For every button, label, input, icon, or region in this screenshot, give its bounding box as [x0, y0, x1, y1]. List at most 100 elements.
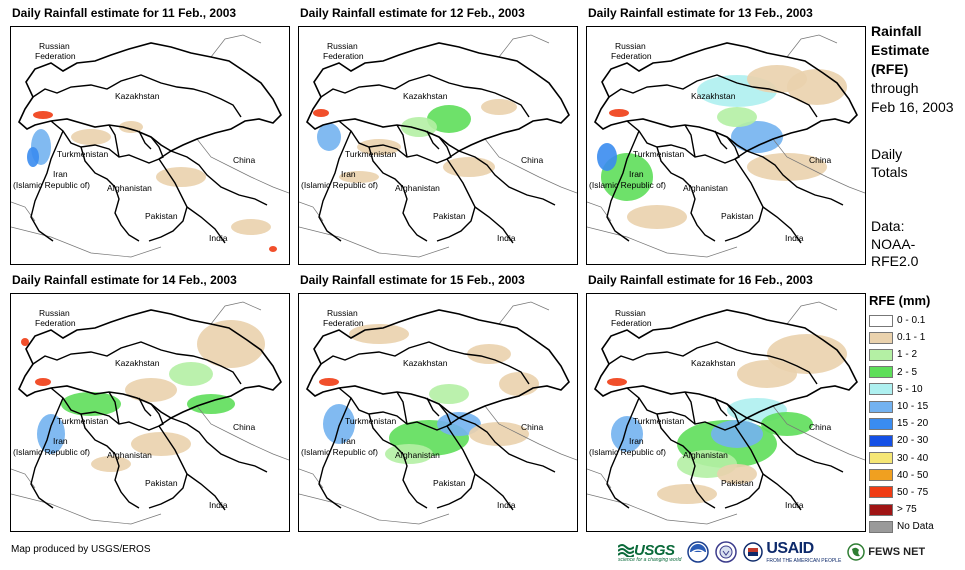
rainfall-area [35, 378, 51, 386]
central-asia-border [726, 136, 740, 160]
legend-swatch [869, 366, 893, 379]
south-asia-border [368, 413, 428, 509]
central-asia-border [626, 387, 748, 431]
map-label: Turkmenistan [57, 416, 108, 426]
country-border [210, 301, 262, 325]
panel-title: Daily Rainfall estimate for 16 Feb., 200… [588, 273, 813, 287]
rainfall-area [339, 171, 379, 183]
map-label: Turkmenistan [345, 149, 396, 159]
map-label: (Islamic Republic of) [301, 447, 378, 457]
legend-label: 0 - 0.1 [897, 315, 926, 327]
usaid-subline: FROM THE AMERICAN PEOPLE [766, 558, 842, 564]
legend-swatch [869, 314, 893, 327]
map-label: Pakistan [433, 478, 466, 488]
coastline [11, 226, 162, 258]
country-border [786, 34, 838, 58]
south-asia-border [656, 146, 716, 242]
central-asia-border [50, 387, 172, 431]
rainfall-area [597, 143, 617, 171]
coastline [587, 493, 738, 525]
south-asia-border [80, 146, 140, 242]
map-label: Iran [341, 169, 356, 179]
south-asia-border [746, 150, 844, 206]
south-asia-border [318, 397, 352, 509]
map-label: Russian [39, 308, 70, 318]
legend-item: 20 - 30 [869, 432, 965, 449]
kazakhstan-border [608, 74, 818, 118]
map-label: Iran [53, 169, 68, 179]
rainfall-area [91, 456, 131, 472]
south-asia-border [170, 417, 268, 473]
south-asia-border [458, 417, 556, 473]
map-label: China [809, 155, 831, 165]
map-label: Russian [39, 41, 70, 51]
legend-label: 30 - 40 [897, 452, 929, 464]
central-asia-border [438, 136, 452, 160]
rainfall-area [607, 378, 627, 386]
usgs-wave-icon [618, 544, 634, 557]
legend-label: 5 - 10 [897, 383, 923, 395]
rainfall-map: Russian Federation Kazakhstan Turkmenistan C… [10, 293, 290, 532]
map-label: (Islamic Republic of) [589, 180, 666, 190]
legend-label: 0.1 - 1 [897, 332, 926, 344]
central-asia-border [396, 391, 408, 425]
central-asia-border [684, 124, 696, 158]
legend-item: 30 - 40 [869, 450, 965, 467]
country-border [196, 138, 289, 194]
map-label: Iran [629, 436, 644, 446]
panel-title: Daily Rainfall estimate for 13 Feb., 200… [588, 6, 813, 20]
rainfall-area [357, 139, 401, 155]
legend-label: 1 - 2 [897, 349, 918, 361]
central-asia-border [396, 124, 408, 158]
map-label: Kazakhstan [115, 91, 160, 101]
rainfall-area [231, 219, 271, 235]
map-label: Kazakhstan [115, 358, 160, 368]
map-label: Afghanistan [107, 450, 152, 460]
rainfall-area [61, 392, 121, 416]
map-background [299, 27, 577, 264]
usaid-logo: USAID FROM THE AMERICAN PEOPLE [743, 540, 841, 564]
south-asia-border [474, 473, 514, 511]
region-outline [18, 42, 282, 152]
fews-globe-icon [847, 543, 866, 561]
rainfall-panel-11-feb: Daily Rainfall estimate for 11 Feb., 200… [10, 6, 292, 265]
rainfall-area [169, 362, 213, 386]
dhs-seal-icon [715, 541, 738, 563]
rainfall-map: Russian Federation Kazakhstan Turkmenistan C… [586, 26, 866, 265]
legend-label: 20 - 30 [897, 435, 929, 447]
legend-swatch [869, 383, 893, 396]
rainfall-area [427, 105, 471, 133]
central-asia-border [684, 391, 696, 425]
legend-label: 15 - 20 [897, 418, 929, 430]
map-label: Pakistan [145, 211, 178, 221]
map-label: Pakistan [721, 211, 754, 221]
totals-text: Totals [871, 163, 908, 180]
central-asia-border [108, 391, 120, 425]
central-asia-border [714, 397, 728, 417]
legend-swatch [869, 452, 893, 465]
legend-label: 40 - 50 [897, 469, 929, 481]
legend-item: 40 - 50 [869, 467, 965, 484]
rainfall-map: Russian Federation Kazakhstan Turkmenistan C… [298, 293, 578, 532]
legend-label: No Data [897, 521, 934, 533]
kazakhstan-border [32, 341, 242, 385]
legend-title: RFE (mm) [869, 293, 931, 308]
map-label: Iran [629, 169, 644, 179]
rainfall-area [37, 414, 65, 454]
legend-item: 50 - 75 [869, 484, 965, 501]
usgs-tagline: science for a changing world [618, 556, 682, 563]
map-label: India [497, 233, 516, 243]
south-asia-border [762, 473, 802, 511]
south-asia-border [170, 150, 268, 206]
source-text-2: RFE2.0 [871, 253, 919, 269]
rfe-legend: RFE (mm) 0 - 0.1 0.1 - 1 1 - 2 2 - 5 5 - 10 1… [869, 293, 965, 535]
map-label: Kazakhstan [403, 91, 448, 101]
south-asia-border [746, 417, 844, 473]
legend-label: > 75 [897, 504, 917, 516]
map-label: Russian [615, 308, 646, 318]
map-label: India [785, 233, 804, 243]
central-asia-border [138, 397, 152, 417]
